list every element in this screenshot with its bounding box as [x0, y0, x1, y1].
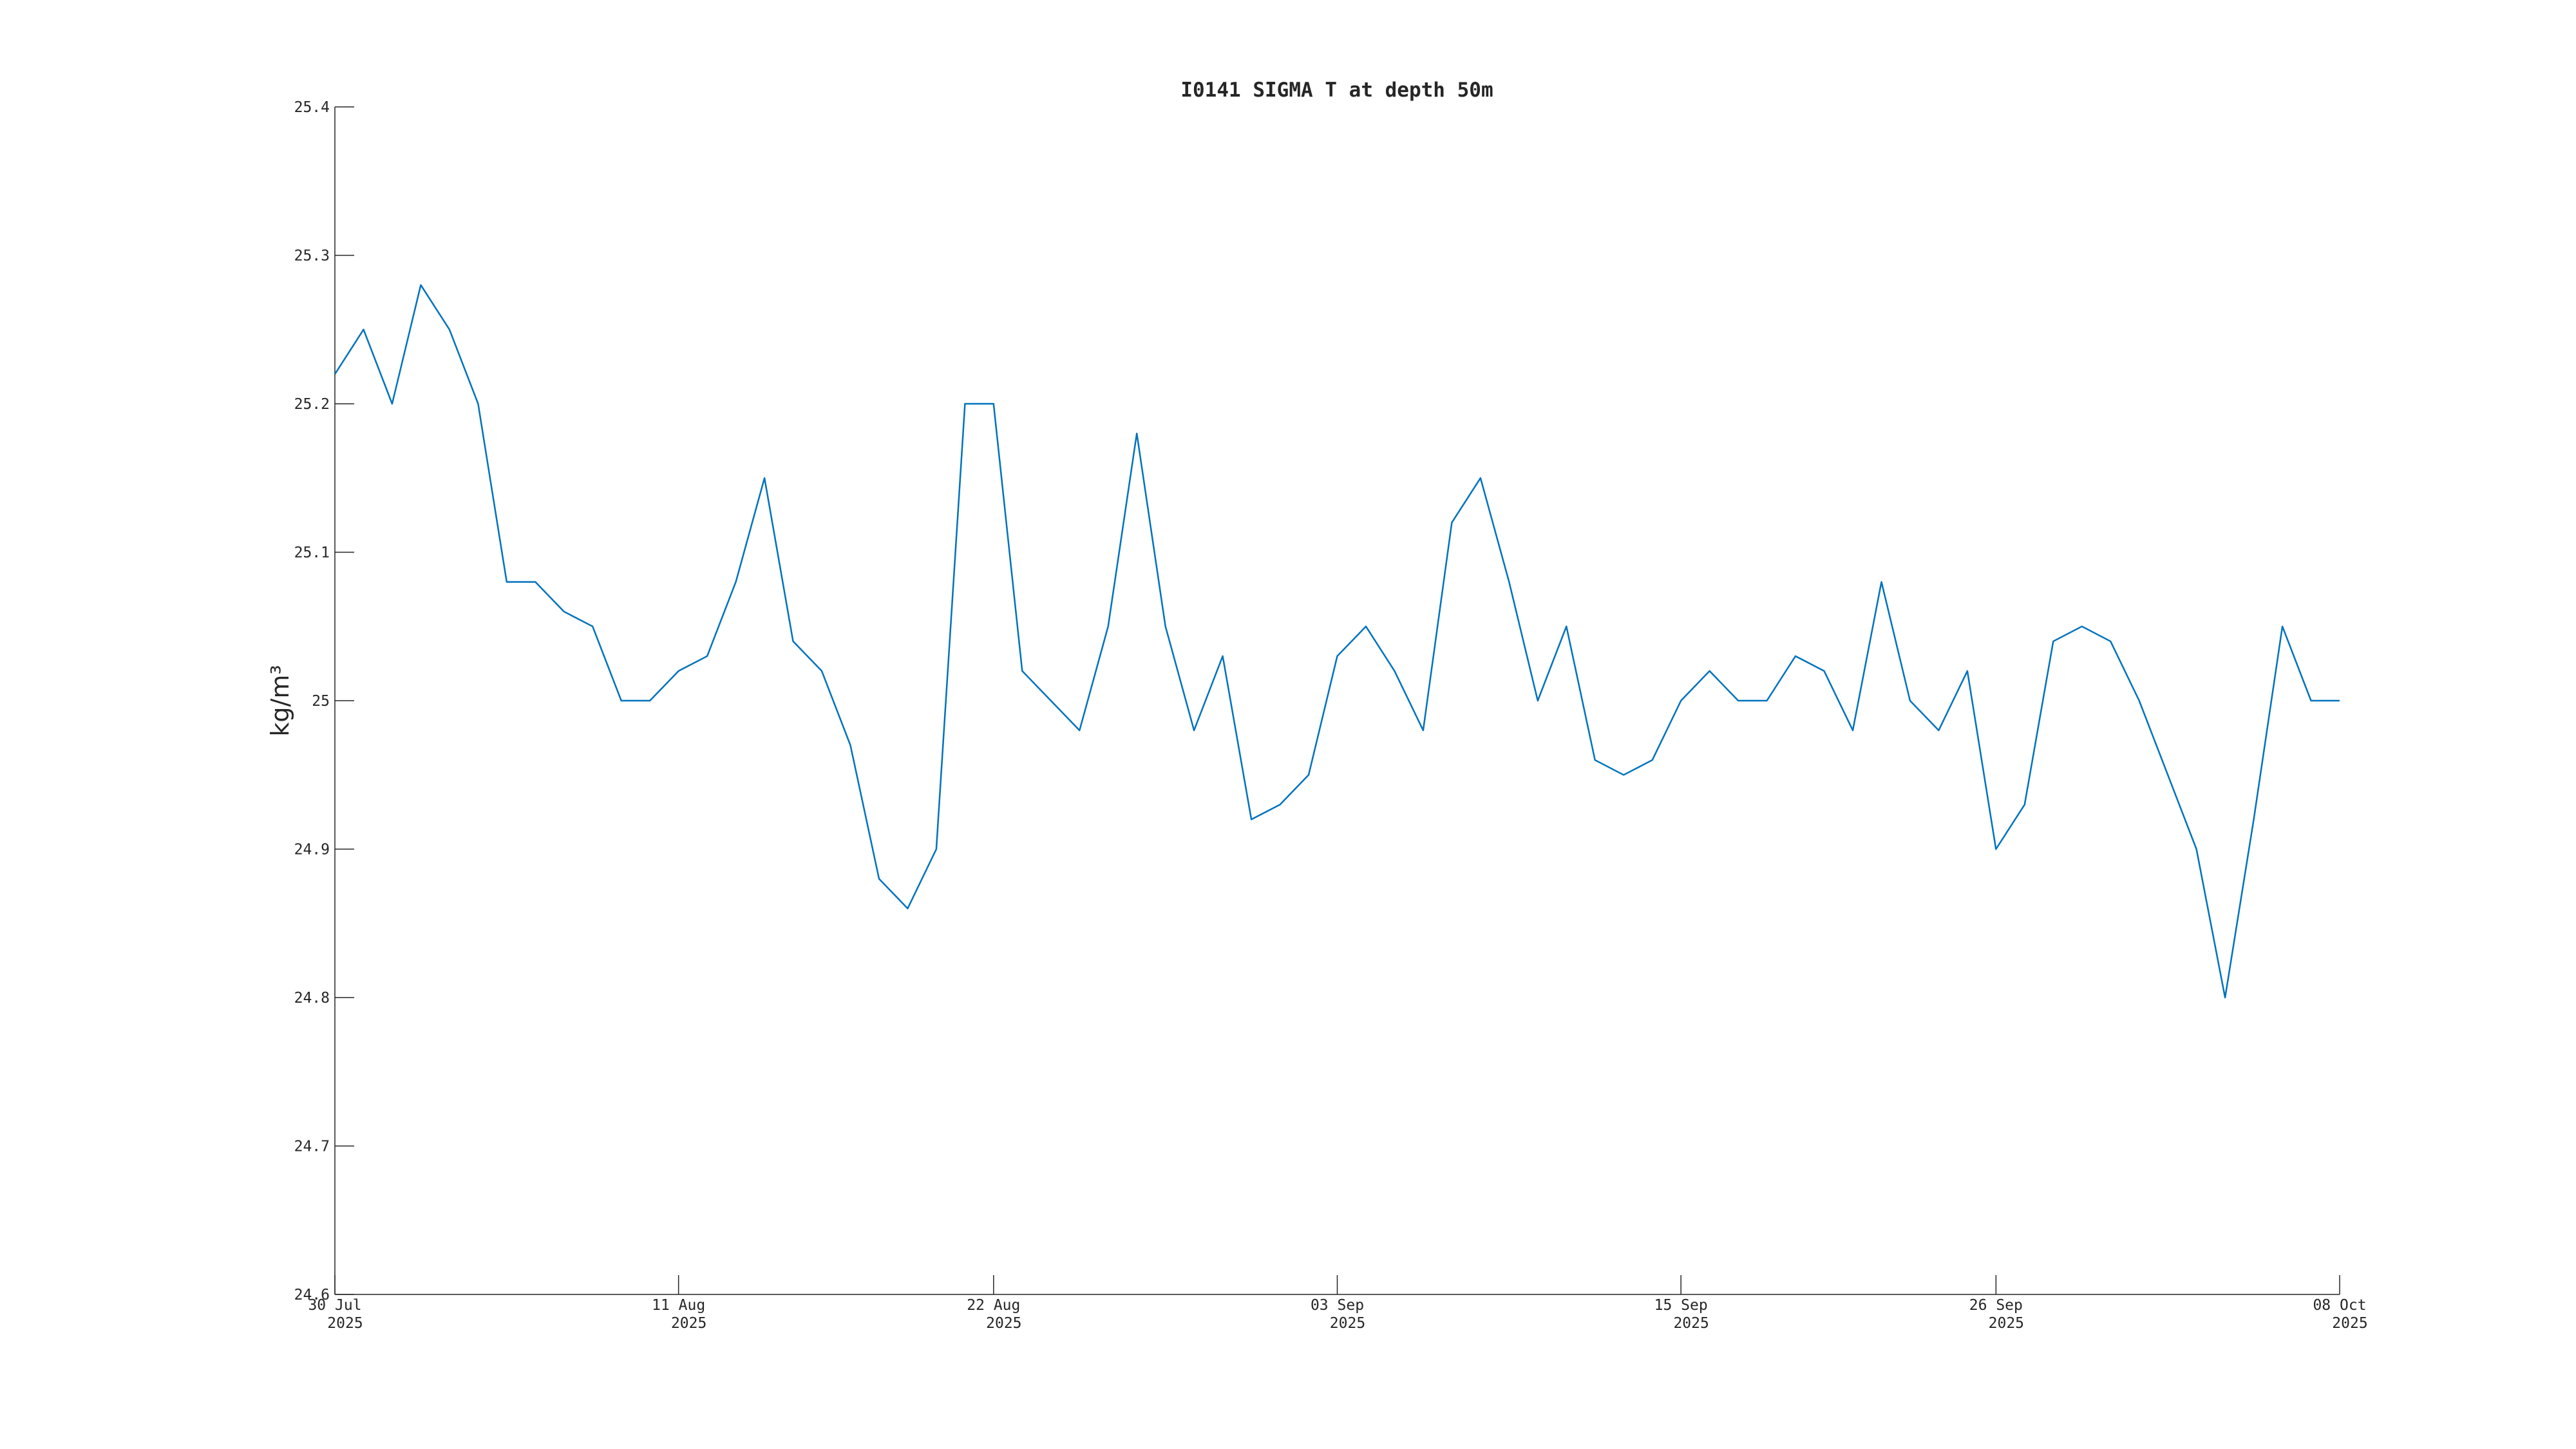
y-tick-label: 24.7	[294, 1139, 330, 1155]
y-tick-label: 25	[312, 693, 330, 710]
x-tick-label: 30 Jul	[308, 1297, 361, 1314]
y-tick-label: 25.4	[294, 99, 330, 116]
x-tick-label: 03 Sep	[1311, 1297, 1364, 1314]
x-tick-label: 08 Oct	[2313, 1297, 2366, 1314]
x-tick-label: 2025	[1989, 1315, 2024, 1332]
y-axis-label: kg/m³	[266, 665, 294, 736]
chart-title: I0141 SIGMA T at depth 50m	[1180, 79, 1493, 102]
x-tick-label: 22 Aug	[967, 1297, 1020, 1314]
y-tick-label: 25.1	[294, 545, 330, 562]
x-tick-label: 15 Sep	[1654, 1297, 1708, 1314]
y-tick-label: 25.2	[294, 396, 330, 413]
x-tick-label: 2025	[2332, 1315, 2367, 1332]
x-tick-label: 2025	[1673, 1315, 1709, 1332]
x-tick-label: 26 Sep	[1969, 1297, 2023, 1314]
x-tick-label: 2025	[327, 1315, 363, 1332]
y-tick-label: 24.9	[294, 842, 330, 858]
y-tick-label: 25.3	[294, 248, 330, 265]
data-line	[334, 284, 2340, 999]
x-tick-label: 11 Aug	[652, 1297, 705, 1314]
x-tick-label: 2025	[1330, 1315, 1365, 1332]
y-tick-label: 24.8	[294, 990, 330, 1007]
y-tick-label: 24.6	[294, 1287, 330, 1303]
x-tick-label: 2025	[986, 1315, 1021, 1332]
x-tick-label: 2025	[671, 1315, 706, 1332]
